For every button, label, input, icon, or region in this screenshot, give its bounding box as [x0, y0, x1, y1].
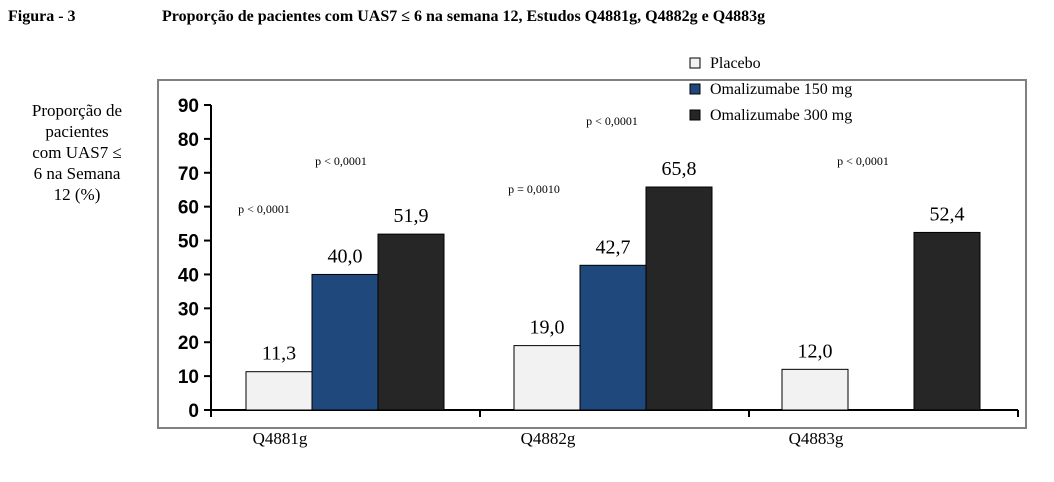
bar [913, 231, 981, 411]
y-axis-label-line: 6 na Semana [33, 164, 121, 183]
y-tick-label: 60 [178, 198, 199, 219]
y-tick-label: 80 [178, 130, 199, 151]
y-axis-label-line: 12 (%) [53, 185, 101, 204]
legend-swatch [689, 109, 701, 121]
p-value-annotation: p < 0,0001 [315, 154, 367, 168]
data-label: 11,3 [262, 343, 296, 365]
y-axis-label-line: com UAS7 ≤ [32, 143, 122, 162]
y-tick-label: 20 [178, 333, 199, 354]
legend-swatch [689, 83, 701, 95]
data-label: 42,7 [596, 236, 631, 258]
data-label: 51,9 [394, 205, 429, 227]
bar [645, 186, 713, 411]
p-value-annotation: p < 0,0001 [586, 114, 638, 128]
data-label: 52,4 [930, 203, 965, 225]
y-tick-label: 70 [178, 164, 199, 185]
data-label: 65,8 [662, 158, 697, 180]
data-label: 19,0 [530, 317, 565, 339]
bar [781, 368, 849, 411]
figure-label: Figura - 3 [8, 8, 76, 25]
x-tick-label: Q4881g [253, 429, 308, 448]
y-axis-label-line: Proporção de [31, 101, 123, 120]
legend-entry: Placebo [710, 55, 761, 72]
y-tick-label: 0 [188, 401, 199, 422]
y-tick-label: 10 [178, 367, 199, 388]
y-tick-label: 90 [178, 96, 199, 117]
y-tick-label: 50 [178, 232, 199, 253]
p-value-annotation: p = 0,0010 [508, 182, 560, 196]
chart-title: Proporção de pacientes com UAS7 ≤ 6 na s… [162, 8, 766, 25]
bar [513, 345, 581, 411]
p-value-annotation: p < 0,0001 [238, 202, 290, 216]
y-tick-label: 30 [178, 299, 199, 320]
bar [245, 371, 313, 411]
legend-swatch [689, 57, 701, 69]
data-label: 12,0 [798, 340, 833, 362]
bar [579, 264, 647, 411]
legend-entry: Omalizumabe 300 mg [710, 107, 852, 124]
x-tick-label: Q4883g [789, 429, 844, 448]
bar [377, 233, 445, 411]
y-tick-label: 40 [178, 265, 199, 286]
x-tick-label: Q4882g [521, 429, 576, 448]
data-label: 40,0 [328, 245, 363, 267]
legend-entry: Omalizumabe 150 mg [710, 81, 852, 98]
y-axis-label: Proporção de pacientes com UAS7 ≤ 6 na S… [4, 100, 150, 205]
plot-frame [157, 79, 1027, 429]
y-axis-label-line: pacientes [45, 122, 109, 141]
p-value-annotation: p < 0,0001 [837, 154, 889, 168]
bar [311, 273, 379, 411]
